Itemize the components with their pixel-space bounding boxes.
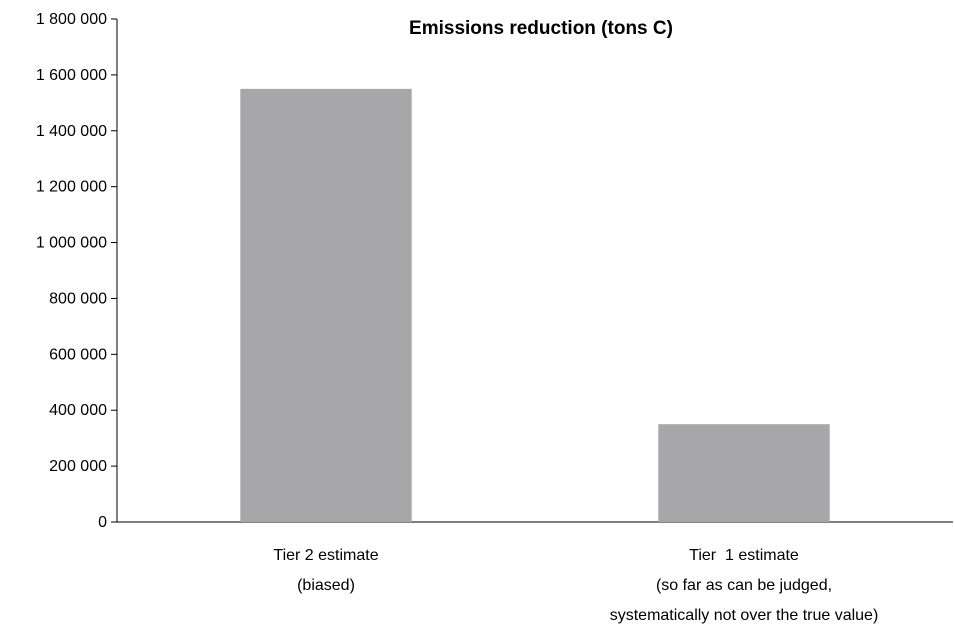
x-category-label: Tier 1 estimate [689, 547, 799, 564]
y-tick-label: 0 [98, 514, 107, 531]
y-tick-label: 600 000 [49, 346, 107, 363]
bars [240, 89, 829, 522]
category-labels: Tier 2 estimate (biased) Tier 1 estimate (s… [273, 547, 878, 624]
x-category-label: (biased) [297, 577, 355, 594]
y-tick-label: 200 000 [49, 458, 107, 475]
x-category-label: Tier 2 estimate [273, 547, 378, 564]
bar [240, 89, 411, 522]
y-tick-label: 400 000 [49, 402, 107, 419]
y-tick-label: 1 200 000 [36, 179, 107, 196]
x-category-label: (so far as can be judged, [656, 577, 832, 594]
y-tick-label: 1 800 000 [36, 11, 107, 28]
chart-title: Emissions reduction (tons C) [409, 18, 673, 39]
x-category-label: systematically not over the true value) [610, 607, 879, 624]
y-axis: 0 200 000 400 000 600 000 800 000 1 000 000 1 … [36, 11, 117, 531]
y-tick-label: 1 600 000 [36, 67, 107, 84]
bar [658, 424, 829, 522]
y-tick-label: 1 000 000 [36, 235, 107, 252]
y-tick-label: 800 000 [49, 290, 107, 307]
y-tick-label: 1 400 000 [36, 123, 107, 140]
